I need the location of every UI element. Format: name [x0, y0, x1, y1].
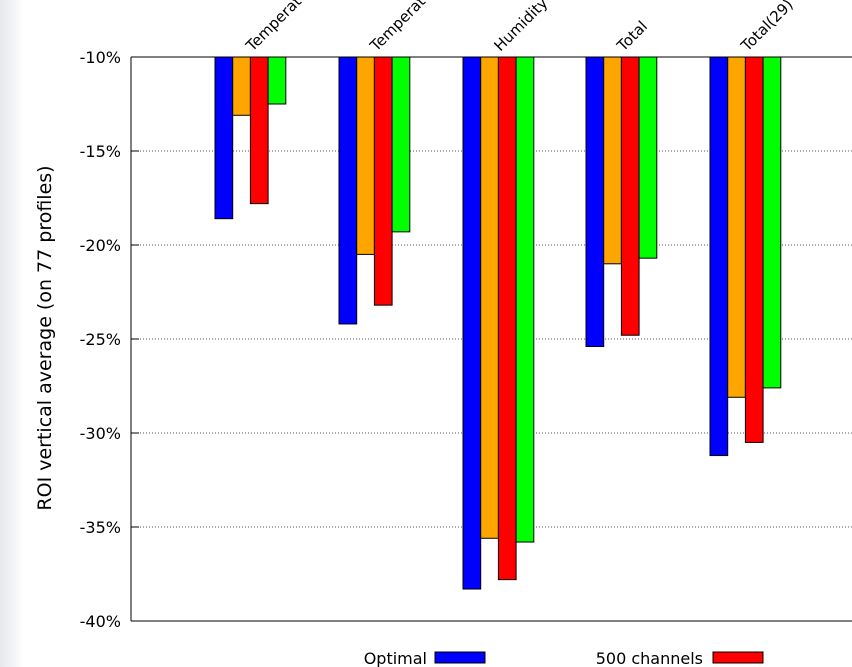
y-tick-label: -40%: [80, 612, 121, 631]
y-tick-label: -35%: [80, 518, 121, 537]
y-tick-label: -20%: [80, 236, 121, 255]
bar-series-2-2: [356, 56, 375, 255]
bar-series-4-1: [267, 56, 287, 105]
bar-optimal-5: [709, 56, 729, 457]
bars: [214, 56, 782, 590]
axes: [130, 56, 852, 622]
bar-series-4-5: [762, 56, 782, 389]
y-tick-label: -30%: [80, 424, 121, 443]
legend-label: Optimal: [364, 649, 427, 667]
bar-series-2-4: [603, 56, 622, 265]
legend-swatch: [434, 651, 486, 664]
category-labels: Temperat Temperat Humidity Total Total(29): [242, 0, 797, 56]
y-axis-label: ROI vertical average (on 77 profiles): [34, 165, 56, 510]
legend-label: 500 channels: [596, 649, 703, 667]
bar-500-channels-2: [373, 56, 393, 306]
bar-series-2-1: [232, 56, 251, 116]
bar-optimal-2: [338, 56, 358, 325]
category-label: Total: [613, 17, 651, 55]
y-tick-labels: -10% -15% -20% -25% -30% -35% -40%: [80, 48, 121, 631]
y-tick-label: -15%: [80, 142, 121, 161]
category-label: Temperat: [366, 0, 429, 56]
category-label: Humidity: [491, 0, 552, 55]
category-label: Temperat: [242, 0, 305, 56]
bar-optimal-3: [462, 56, 482, 590]
bar-series-2-3: [480, 56, 499, 539]
y-tick-label: -10%: [80, 48, 121, 67]
y-tick-label: -25%: [80, 330, 121, 349]
legend-swatch: [712, 651, 764, 664]
bar-series-2-5: [727, 56, 746, 398]
window-edge-shade: [0, 0, 24, 667]
bar-500-channels-5: [744, 56, 764, 443]
legend: Optimal 500 channels: [364, 649, 764, 667]
bar-500-channels-1: [249, 56, 269, 205]
bar-500-channels-4: [620, 56, 640, 336]
bar-optimal-1: [214, 56, 234, 220]
bar-500-channels-3: [497, 56, 517, 581]
category-label: Total(29): [737, 0, 797, 56]
bar-series-4-2: [391, 56, 411, 233]
bar-series-4-3: [515, 56, 535, 543]
bar-optimal-4: [585, 56, 605, 348]
bar-series-4-4: [638, 56, 658, 259]
